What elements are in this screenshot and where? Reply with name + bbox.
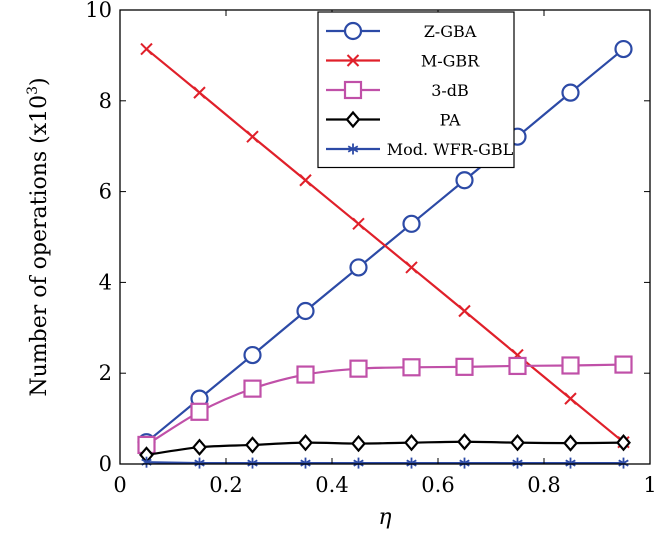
data-point [353, 457, 364, 469]
legend-label: Z-GBA [424, 22, 477, 41]
series-pa [139, 433, 631, 464]
legend-label: M-GBR [421, 52, 480, 71]
y-tick-label: 4 [99, 270, 112, 294]
y-axis-label-main: Number of operations (x10 [27, 95, 52, 397]
legend-swatch-marker [346, 54, 360, 67]
y-tick-label: 2 [99, 361, 112, 385]
data-point [618, 457, 629, 469]
y-tick-label: 0 [99, 452, 112, 476]
series-3-db [137, 355, 633, 455]
x-tick-label: 0.4 [315, 473, 348, 497]
legend-swatch-marker [345, 110, 361, 129]
legend-label: Mod. WFR-GBL [387, 140, 514, 159]
plot-marks [137, 39, 633, 469]
data-point [296, 365, 315, 384]
data-point [351, 434, 366, 453]
data-point [247, 457, 258, 469]
data-point [349, 359, 368, 378]
data-point [349, 258, 368, 277]
data-point [561, 356, 580, 375]
legend-item: M-GBR [326, 52, 480, 71]
data-point [457, 433, 472, 451]
data-point [455, 171, 474, 190]
x-tick-label: 1 [643, 473, 656, 497]
data-point [459, 457, 470, 469]
series-line [145, 48, 625, 444]
data-point [564, 392, 577, 405]
data-point [616, 433, 631, 452]
data-point [300, 457, 311, 469]
legend-label: 3-dB [431, 81, 469, 100]
data-point [406, 457, 417, 469]
data-point [563, 434, 578, 452]
y-tick-label: 10 [85, 0, 112, 22]
series-line [145, 363, 624, 446]
x-tick-label: 0.8 [527, 473, 560, 497]
y-axis-label-exponent: 3 [25, 86, 41, 95]
series-z-gba [137, 39, 633, 452]
data-point [458, 304, 471, 318]
series-mod-wfr-gbl [141, 456, 629, 469]
y-axis-label-close: ) [27, 77, 52, 86]
plot-frame [119, 9, 651, 465]
legend-label: PA [440, 111, 461, 130]
data-point [405, 261, 418, 274]
legend-swatch-marker [343, 80, 363, 100]
data-point [508, 356, 527, 376]
data-point [246, 130, 259, 143]
data-point [243, 345, 262, 365]
data-point [190, 402, 209, 421]
legend-item: Z-GBA [326, 21, 477, 41]
data-point [561, 83, 580, 102]
y-axis-label: Number of operations (x103) [25, 77, 52, 396]
series-line [146, 440, 624, 457]
data-point [299, 174, 312, 187]
legend-item: PA [326, 111, 461, 130]
series-line [146, 461, 624, 465]
data-point [194, 457, 205, 469]
data-point [298, 433, 313, 452]
x-axis-label: η [378, 505, 391, 530]
data-point [512, 457, 523, 469]
data-point [614, 39, 633, 59]
data-point [140, 42, 153, 56]
legend-swatch-marker [343, 21, 363, 41]
data-point [565, 457, 576, 469]
data-point [614, 355, 633, 374]
legend-item: 3-dB [326, 80, 469, 100]
x-tick-label: 0 [113, 473, 126, 497]
legend-item: Mod. WFR-GBL [326, 140, 514, 159]
y-tick-label: 8 [99, 89, 112, 113]
data-point [243, 379, 262, 398]
data-point [510, 433, 525, 452]
y-tick-label: 6 [99, 180, 112, 204]
data-point [193, 86, 206, 99]
legend: Z-GBA M-GBR 3-dB PA Mod. WFR-GBL [317, 11, 515, 169]
x-tick-label: 0.6 [421, 473, 454, 497]
legend-swatch-marker [347, 143, 359, 155]
data-point [296, 301, 315, 321]
data-point [404, 433, 419, 452]
data-point [245, 436, 260, 454]
data-point [352, 217, 365, 231]
data-point [455, 357, 474, 376]
x-tick-label: 0.2 [209, 473, 242, 497]
data-point [402, 358, 421, 377]
data-point [402, 214, 421, 233]
data-point [192, 438, 207, 456]
